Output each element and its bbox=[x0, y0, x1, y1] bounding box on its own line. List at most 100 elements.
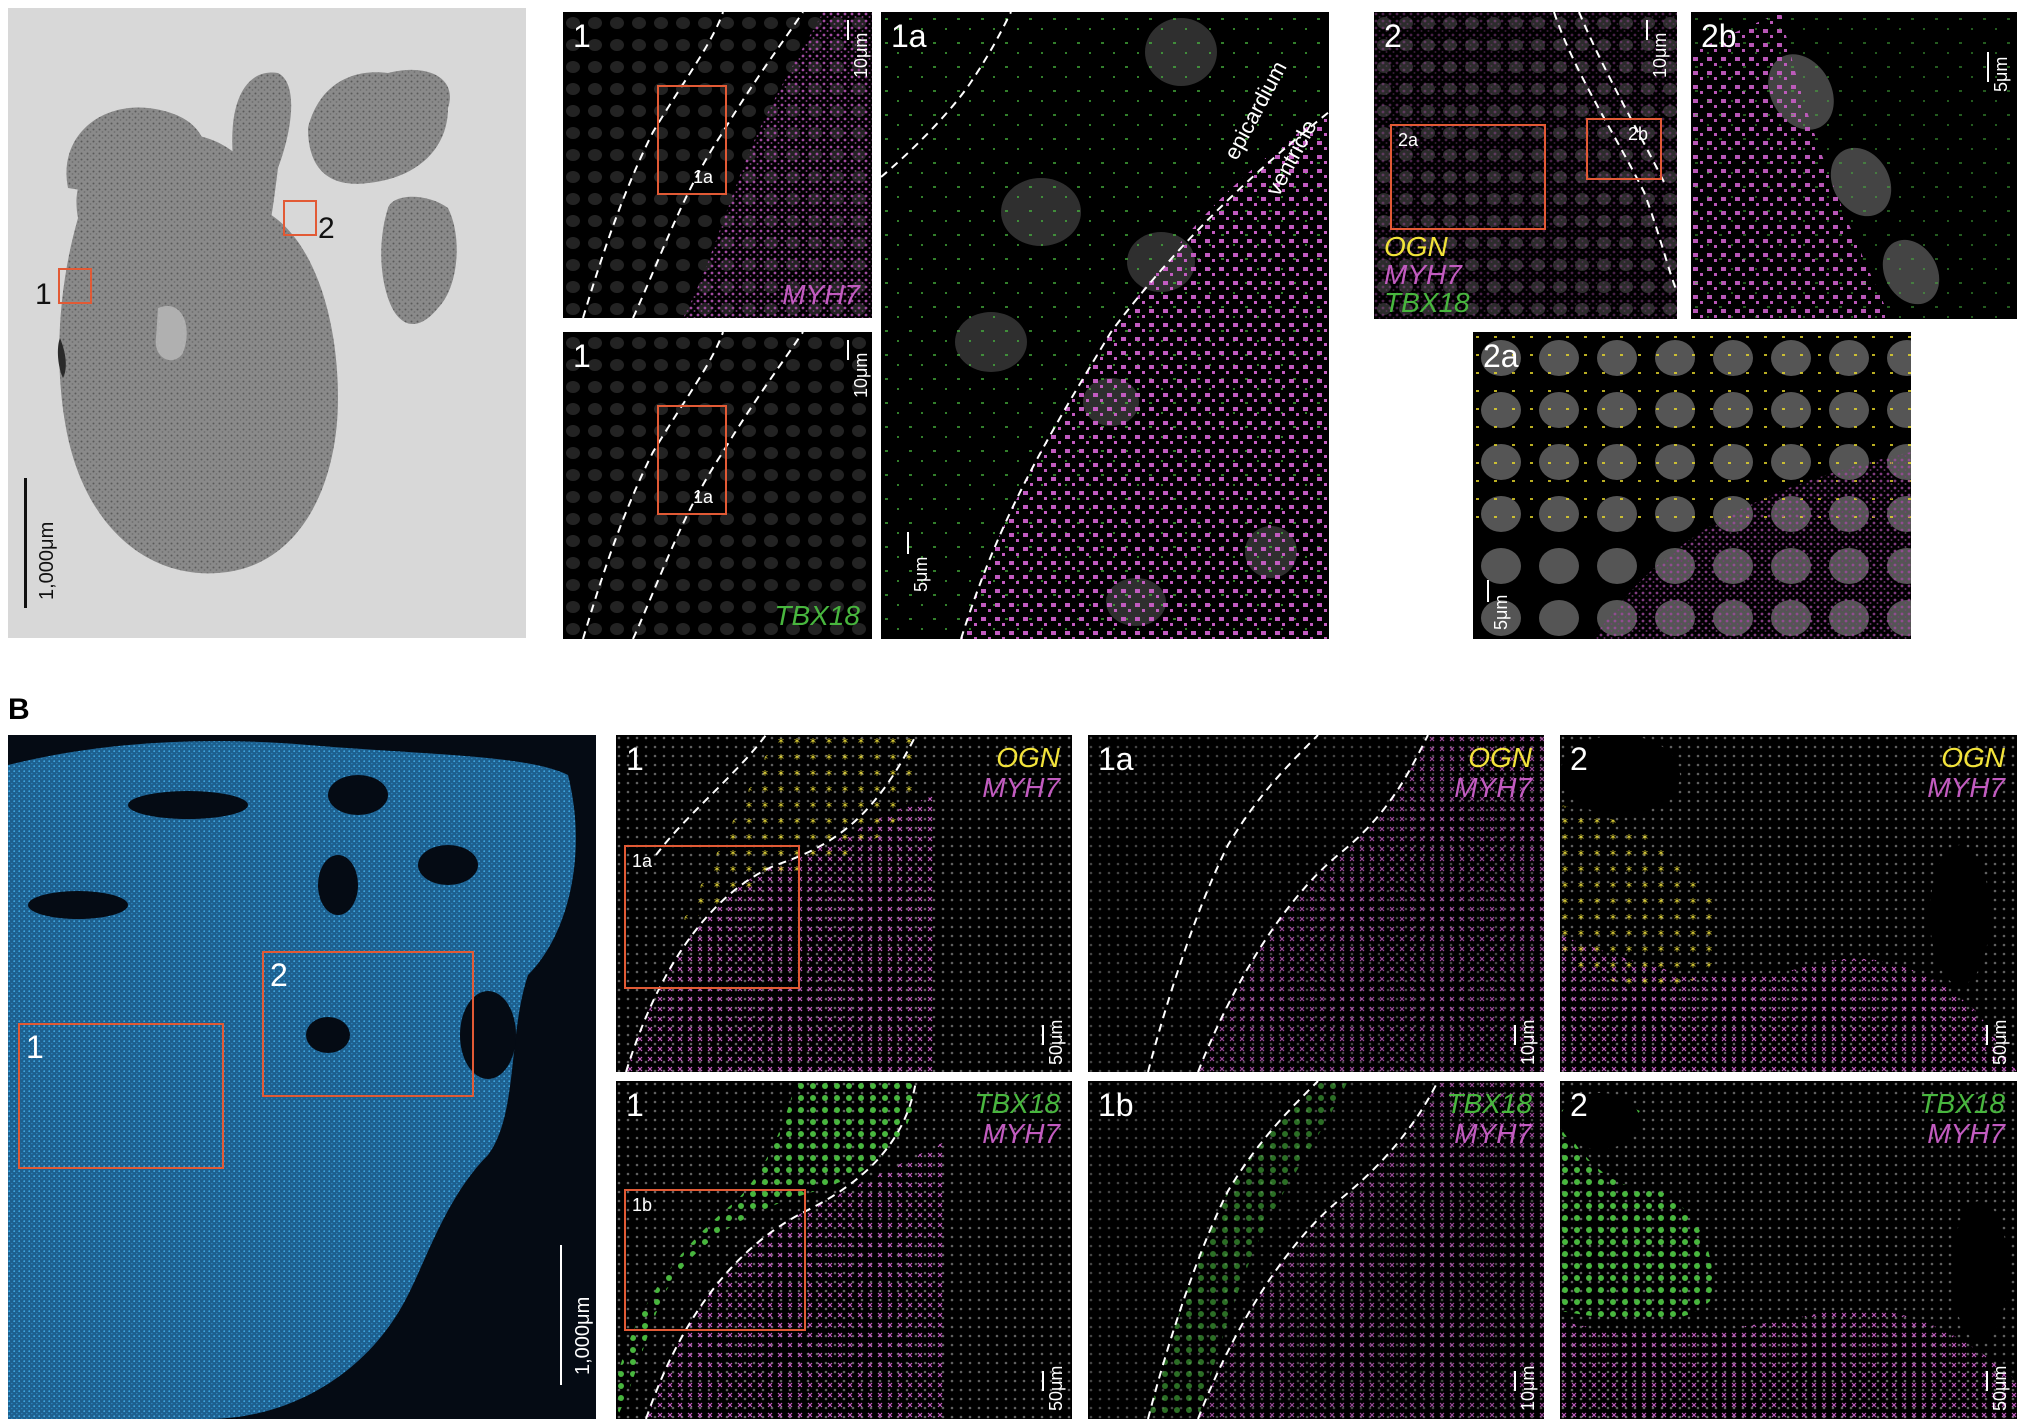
panel-a-1-gene: MYH7 bbox=[782, 279, 860, 310]
tissue-main-lobe bbox=[59, 132, 339, 574]
panel-b-r1-1-svg: * bbox=[616, 735, 1072, 1072]
panel-b-r1-1a-svg bbox=[1088, 735, 1544, 1072]
overview-b-scale-label: 1,000μm bbox=[572, 1296, 594, 1375]
panel-b-r1-1-scale-bar bbox=[1042, 1025, 1044, 1045]
overview-a-box-2 bbox=[283, 200, 317, 236]
panel-a-1b-gene: TBX18 bbox=[774, 600, 860, 631]
panel-a-2-gene-tbx18: TBX18 bbox=[1384, 287, 1470, 318]
panel-b-r1-1a-scale-bar bbox=[1514, 1025, 1516, 1045]
panel-b-r2-1: 1 TBX18 MYH7 1b 50μm bbox=[616, 1081, 1072, 1419]
panel-a-1-tbx18-svg bbox=[563, 332, 872, 639]
panel-a-2a-box bbox=[1390, 124, 1546, 230]
overview-tissue-a bbox=[8, 8, 526, 638]
panel-b-r2-2-gene2: MYH7 bbox=[1927, 1118, 2005, 1149]
panel-a-2: 2 2a 2b OGN MYH7 TBX18 10μm bbox=[1374, 12, 1677, 319]
panel-a-2a-svg bbox=[1473, 332, 1911, 639]
1a-dashed-2 bbox=[960, 111, 1329, 639]
panel-a-2b-scale-bar bbox=[1987, 52, 1989, 82]
panel-b-r1-1a-scale-label: 10μm bbox=[1518, 1019, 1538, 1065]
overview-a-region1-label: 1 bbox=[35, 278, 52, 311]
1a-dashed-1 bbox=[881, 12, 1012, 178]
panel-a-2a-scale-label: 5μm bbox=[1491, 594, 1511, 630]
panel-b-r1-1: * 1 OGN MYH7 1a 50μm bbox=[616, 735, 1072, 1072]
blue-tissue-main bbox=[8, 741, 576, 1419]
panel-b-r2-1b-gene2: MYH7 bbox=[1454, 1118, 1532, 1149]
panel-b-r2-2: 2 TBX18 MYH7 50μm bbox=[1560, 1081, 2017, 1419]
tissue-dark-edge bbox=[57, 338, 66, 378]
overview-a-scale-bar bbox=[24, 478, 27, 608]
panel-a-2a-label: 2a bbox=[1483, 338, 1519, 374]
panel-a-1-myh7: 1 MYH7 1a 10μm bbox=[563, 12, 872, 318]
overview-tissue-b: 1 2 1,000μm bbox=[8, 735, 596, 1419]
panel-a-1-inset-label: 1a bbox=[693, 167, 714, 187]
panel-a-1-label: 1 bbox=[573, 18, 591, 54]
overview-b-box-2 bbox=[262, 951, 474, 1097]
panel-a-1a-scale-bar bbox=[907, 532, 909, 554]
panel-b-r1-1a-label: 1a bbox=[1098, 741, 1134, 777]
panel-a-1b-scale-label: 10μm bbox=[851, 352, 871, 398]
panel-a-2b-box bbox=[1586, 118, 1662, 180]
panel-a-2b: 2b 5μm bbox=[1691, 12, 2017, 319]
panel-b-r1-1-inset-label: 1a bbox=[632, 851, 653, 871]
panel-a-2-scale-label: 10μm bbox=[1650, 32, 1670, 78]
overview-a-scale-label: 1,000μm bbox=[36, 521, 58, 600]
panel-a-2b-label: 2b bbox=[1701, 18, 1737, 54]
dashed-boundary-2 bbox=[632, 12, 804, 318]
panel-a-2-scale-bar bbox=[1646, 20, 1648, 40]
panel-a-1a: 1a epicardium ventricle 5μm bbox=[881, 12, 1329, 639]
panel-b-r1-1-gene1: OGN bbox=[996, 742, 1060, 773]
panel-a-1b-scale-bar bbox=[847, 340, 849, 360]
panel-a-2b-box-label: 2b bbox=[1628, 124, 1649, 144]
panel-b-r1-2-svg bbox=[1560, 735, 2017, 1072]
panel-a-1a-svg bbox=[881, 12, 1329, 639]
panel-b-r2-2-scale-bar bbox=[1986, 1371, 1988, 1391]
dashed-boundary-1 bbox=[582, 12, 724, 318]
panel-b-r2-1-scale-bar bbox=[1042, 1371, 1044, 1391]
panel-a-2-label: 2 bbox=[1384, 18, 1402, 54]
panel-b-r2-1-inset-box bbox=[624, 1189, 806, 1331]
panel-a-1b-inset-label: 1a bbox=[693, 487, 714, 507]
panel-a-2-gene-ogn: OGN bbox=[1384, 231, 1448, 262]
panel-a-2-gene-myh7: MYH7 bbox=[1384, 259, 1462, 290]
panel-b-r1-1a: 1a OGN MYH7 10μm bbox=[1088, 735, 1544, 1072]
panel-b-r2-1b-gene1: TBX18 bbox=[1446, 1088, 1532, 1119]
panel-b-r1-2-label: 2 bbox=[1570, 741, 1588, 777]
panel-b-r1-2: 2 OGN MYH7 50μm bbox=[1560, 735, 2017, 1072]
panel-b-r2-1-label: 1 bbox=[626, 1087, 644, 1123]
panel-b-r1-2-gene1: OGN bbox=[1941, 742, 2005, 773]
panel-b-r2-1-scale-label: 50μm bbox=[1046, 1365, 1066, 1411]
panel-b-r2-1-svg bbox=[616, 1081, 1072, 1419]
panel-a-2a-scale-bar bbox=[1487, 580, 1489, 602]
panel-b-r2-1b-scale-bar bbox=[1514, 1371, 1516, 1391]
panel-b-r2-2-scale-label: 50μm bbox=[1990, 1365, 2010, 1411]
panel-a-2a-box-label: 2a bbox=[1398, 130, 1419, 150]
panel-b-r1-1-label: 1 bbox=[626, 741, 644, 777]
panel-b-r2-1b-label: 1b bbox=[1098, 1087, 1134, 1123]
overview-tissue-b-svg bbox=[8, 741, 596, 1419]
panel-b-r1-1-scale-label: 50μm bbox=[1046, 1019, 1066, 1065]
panel-b-r1-1-gene2: MYH7 bbox=[982, 772, 1060, 803]
panel-b-r1-1a-gene1: OGN bbox=[1468, 742, 1532, 773]
panel-a-2-svg bbox=[1374, 12, 1677, 319]
panel-a-1-myh7-svg bbox=[563, 12, 872, 318]
tissue-right-blob bbox=[381, 196, 457, 325]
panel-b-r2-1b-scale-label: 10μm bbox=[1518, 1365, 1538, 1411]
panel-b-r2-1-inset-label: 1b bbox=[632, 1195, 653, 1215]
panel-b-r1-2-scale-bar bbox=[1986, 1025, 1988, 1045]
panel-a-1b-label: 1 bbox=[573, 338, 591, 374]
panel-b-r1-1a-gene2: MYH7 bbox=[1454, 772, 1532, 803]
panel-a-1-scale-label: 10μm bbox=[851, 32, 871, 78]
panel-a-1-scale-bar bbox=[847, 20, 849, 40]
panel-a-2b-svg bbox=[1691, 12, 2017, 319]
panel-a-1-inset-box bbox=[657, 85, 727, 195]
tissue-upper-right bbox=[308, 69, 450, 184]
panel-a-1a-scale-label: 5μm bbox=[911, 556, 931, 592]
overview-a-box-1 bbox=[58, 268, 92, 304]
tissue-upper-left-lobe bbox=[66, 107, 206, 193]
panel-b-r2-1b-svg bbox=[1088, 1081, 1544, 1419]
panel-b-r1-2-gene2: MYH7 bbox=[1927, 772, 2005, 803]
panel-a-1b-inset-box bbox=[657, 405, 727, 515]
overview-tissue-a-svg bbox=[57, 69, 457, 574]
tissue-stalk bbox=[232, 72, 292, 268]
panel-a-1a-label: 1a bbox=[891, 18, 927, 54]
